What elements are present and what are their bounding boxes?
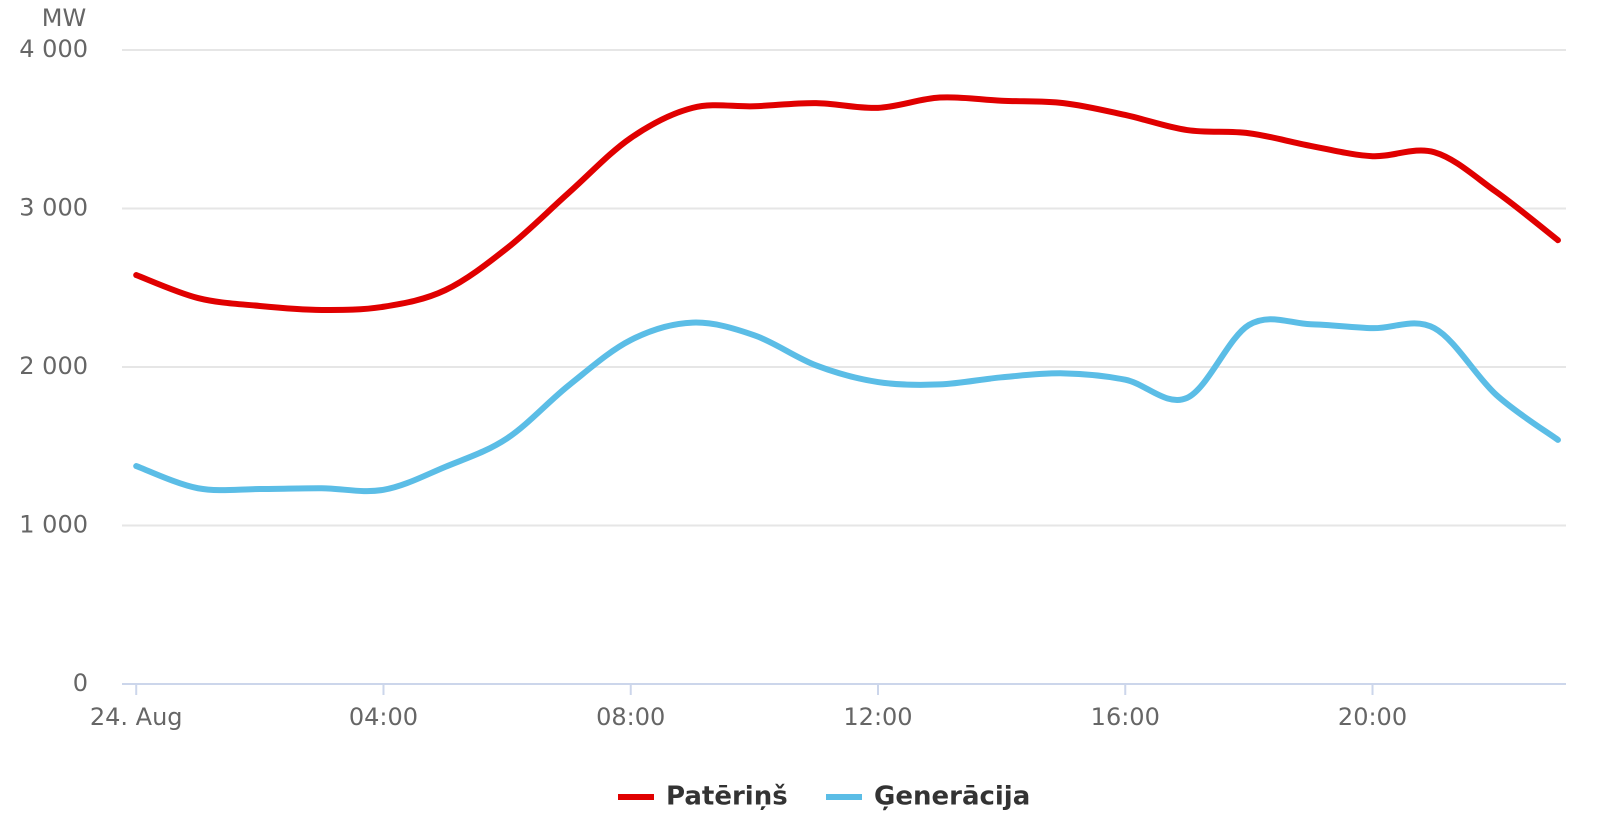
x-tick-label: 08:00 bbox=[596, 703, 665, 731]
series-line bbox=[133, 94, 1561, 313]
y-tick-label: 0 bbox=[73, 669, 88, 697]
x-tick-label: 16:00 bbox=[1091, 703, 1160, 731]
y-tick-label: 4 000 bbox=[19, 35, 88, 63]
y-tick-label: 1 000 bbox=[19, 511, 88, 539]
series-line bbox=[133, 316, 1561, 495]
legend-label: Patēriņš bbox=[666, 782, 788, 812]
x-tick-label: 12:00 bbox=[843, 703, 912, 731]
y-axis-title: MW bbox=[42, 4, 86, 32]
y-tick-label: 2 000 bbox=[19, 352, 88, 380]
x-tick-label: 04:00 bbox=[349, 703, 418, 731]
x-tick-label: 20:00 bbox=[1338, 703, 1407, 731]
x-tick-label: 24. Aug bbox=[90, 703, 183, 731]
legend-label: Ģenerācija bbox=[874, 782, 1030, 812]
y-tick-label: 3 000 bbox=[19, 194, 88, 222]
